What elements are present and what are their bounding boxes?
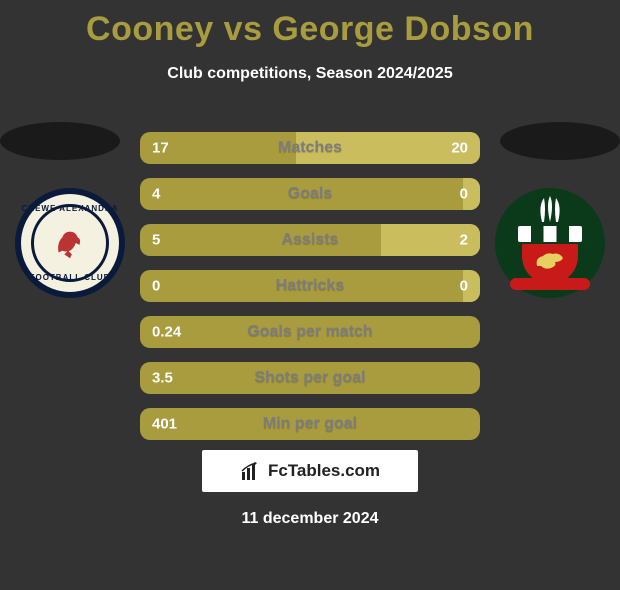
crest-left-bottom-text: FOOTBALL CLUB [21, 273, 119, 282]
stat-label: Goals [140, 185, 480, 203]
stat-value-left: 3.5 [152, 370, 173, 387]
stat-value-left: 0.24 [152, 324, 181, 341]
stat-row: Goals per match0.24 [140, 316, 480, 348]
stat-row: Goals4 0 [140, 178, 480, 210]
club-crest-left: CREWE ALEXANDRA FOOTBALL CLUB [15, 188, 125, 298]
stat-label: Goals per match [140, 323, 480, 341]
stat-row: Shots per goal3.5 [140, 362, 480, 394]
stripe-band [518, 226, 582, 242]
stat-value-left: 5 [152, 232, 160, 249]
stat-value-left: 17 [152, 140, 169, 157]
lion-icon [51, 224, 89, 262]
stat-row: Matches17 20 [140, 132, 480, 164]
stat-value-left: 0 [152, 278, 160, 295]
dragon-icon [533, 248, 567, 272]
ribbon [510, 278, 590, 290]
page-title: Cooney vs George Dobson [0, 10, 620, 49]
stat-value-left: 401 [152, 416, 177, 433]
stat-label: Shots per goal [140, 369, 480, 387]
stat-row: Assists5 2 [140, 224, 480, 256]
stat-row: Min per goal401 [140, 408, 480, 440]
stat-value-right: 20 [451, 140, 468, 157]
club-crest-right [495, 188, 605, 298]
stats-bars: Matches1720Goals40Assists52Hattricks00Go… [140, 132, 480, 454]
stat-label: Hattricks [140, 277, 480, 295]
stat-label: Matches [140, 139, 480, 157]
stat-value-left: 4 [152, 186, 160, 203]
bar-chart-icon [240, 460, 262, 482]
stat-value-right: 0 [460, 278, 468, 295]
stat-value-right: 2 [460, 232, 468, 249]
page-subtitle: Club competitions, Season 2024/2025 [0, 65, 620, 83]
stat-value-right: 0 [460, 186, 468, 203]
stat-label: Assists [140, 231, 480, 249]
stat-label: Min per goal [140, 415, 480, 433]
date-text: 11 december 2024 [0, 510, 620, 528]
feathers-icon [530, 196, 570, 222]
brand-text: FcTables.com [268, 461, 380, 481]
brand-badge[interactable]: FcTables.com [202, 450, 418, 492]
player-shadow-left [0, 122, 120, 160]
stat-row: Hattricks0 0 [140, 270, 480, 302]
player-shadow-right [500, 122, 620, 160]
